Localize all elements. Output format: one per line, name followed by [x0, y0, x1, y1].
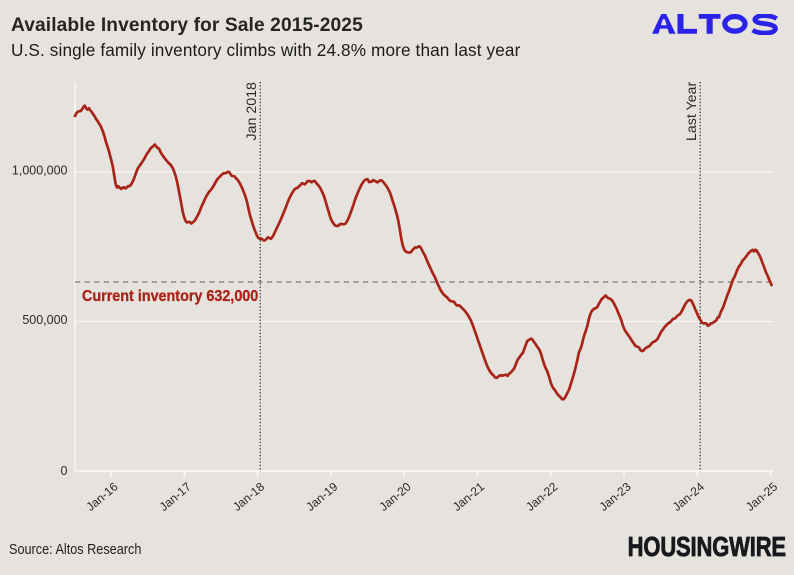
svg-text:Jan-19: Jan-19	[303, 479, 340, 514]
svg-text:Jan-20: Jan-20	[377, 479, 414, 514]
svg-text:Jan-24: Jan-24	[670, 479, 707, 514]
svg-text:0: 0	[61, 464, 68, 478]
svg-text:Jan-17: Jan-17	[157, 479, 194, 514]
svg-text:Jan-23: Jan-23	[597, 479, 634, 514]
svg-text:Current inventory 632,000: Current inventory 632,000	[82, 289, 258, 306]
svg-text:Jan-16: Jan-16	[83, 479, 120, 514]
svg-text:Jan-25: Jan-25	[743, 479, 780, 514]
svg-text:Jan-22: Jan-22	[523, 479, 560, 514]
svg-text:1,000,000: 1,000,000	[12, 164, 68, 178]
svg-text:Jan-21: Jan-21	[450, 479, 487, 514]
svg-text:Jan-18: Jan-18	[230, 479, 267, 514]
svg-text:500,000: 500,000	[22, 313, 67, 327]
svg-text:Last Year: Last Year	[684, 82, 700, 141]
svg-text:Jan 2018: Jan 2018	[244, 82, 260, 140]
